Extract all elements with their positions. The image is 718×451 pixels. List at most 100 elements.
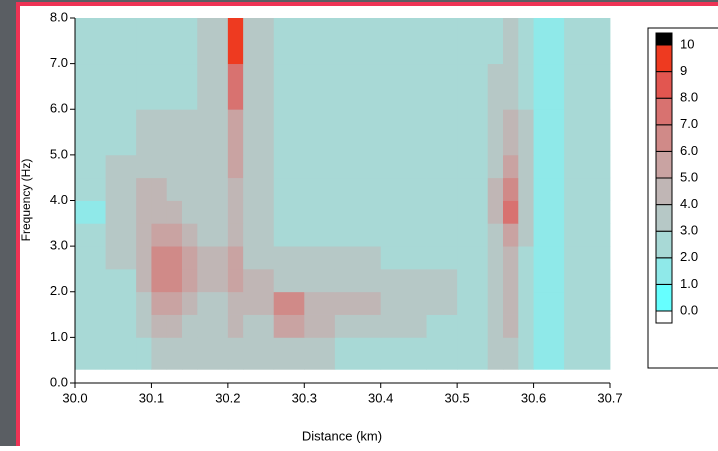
cell (151, 63, 168, 110)
cell (227, 63, 244, 110)
cell (227, 246, 244, 270)
cell (75, 291, 106, 315)
cell (518, 109, 534, 156)
cell (166, 18, 183, 65)
cell (426, 200, 458, 224)
cell (136, 314, 152, 338)
cell (564, 18, 611, 65)
colorbar-box (655, 257, 673, 285)
cell (243, 314, 275, 338)
cell (334, 63, 382, 110)
x-tick-label: 30.7 (597, 390, 622, 405)
cell (166, 63, 183, 110)
cell (151, 223, 168, 247)
cell (564, 337, 611, 370)
cell (273, 291, 305, 315)
cell (243, 223, 275, 247)
cell (151, 177, 168, 201)
cell (518, 223, 534, 247)
cell (426, 109, 458, 156)
cell (182, 18, 198, 65)
cell (487, 18, 504, 65)
y-tick-label: 0.0 (50, 374, 68, 389)
cell (243, 109, 275, 156)
cell (166, 314, 183, 338)
cell (227, 337, 244, 370)
cell (151, 337, 168, 370)
cell (151, 291, 168, 315)
cell (503, 63, 519, 110)
cell (518, 63, 534, 110)
cell (457, 109, 489, 156)
cell (380, 63, 427, 110)
cell (105, 177, 137, 201)
cell (227, 291, 244, 315)
cell (564, 154, 611, 179)
cell (564, 268, 611, 293)
colorbar-box (655, 150, 673, 179)
cell (426, 337, 458, 370)
cell (533, 109, 565, 156)
cell (304, 200, 336, 224)
cell (151, 200, 168, 224)
cell (75, 177, 106, 201)
cell (243, 177, 275, 201)
cell (503, 337, 519, 370)
cell (273, 200, 305, 224)
cell (518, 314, 534, 338)
cell (75, 337, 106, 370)
cell (304, 314, 336, 338)
cell (166, 223, 183, 247)
colorbar-box (655, 283, 673, 312)
cell (457, 200, 489, 224)
colorbar-label: 6.0 (680, 143, 698, 158)
cell (503, 314, 519, 338)
cell (503, 200, 519, 224)
cell (243, 18, 275, 65)
cell (518, 268, 534, 293)
colorbar-label: 8.0 (680, 90, 698, 105)
cell (380, 200, 427, 224)
cell (334, 291, 382, 315)
cell (105, 337, 137, 370)
cell (487, 63, 504, 110)
cell (503, 18, 519, 65)
cell (564, 109, 611, 156)
cell (380, 223, 427, 247)
cell (243, 154, 275, 179)
cell (136, 200, 152, 224)
colorbar-box (655, 97, 673, 126)
cell (166, 268, 183, 293)
cell (75, 200, 106, 224)
cell (273, 337, 305, 370)
cell (227, 268, 244, 293)
cell (503, 109, 519, 156)
cell (105, 314, 137, 338)
cell (457, 177, 489, 201)
cell (487, 177, 504, 201)
cell (304, 63, 336, 110)
cell (75, 223, 106, 247)
y-tick-label: 3.0 (50, 238, 68, 253)
cell (518, 18, 534, 65)
cell (304, 268, 336, 293)
cell (304, 223, 336, 247)
cell (564, 314, 611, 338)
cell (426, 291, 458, 315)
cell (564, 63, 611, 110)
cell (564, 200, 611, 224)
cell (273, 63, 305, 110)
cell (457, 154, 489, 179)
cell (503, 154, 519, 179)
cell (182, 268, 198, 293)
cell (380, 177, 427, 201)
cell (182, 223, 198, 247)
cell (227, 177, 244, 201)
cell (426, 63, 458, 110)
cell (197, 314, 229, 338)
colorbar-box (655, 204, 673, 232)
cell (533, 18, 565, 65)
cell (136, 223, 152, 247)
cell (227, 223, 244, 247)
